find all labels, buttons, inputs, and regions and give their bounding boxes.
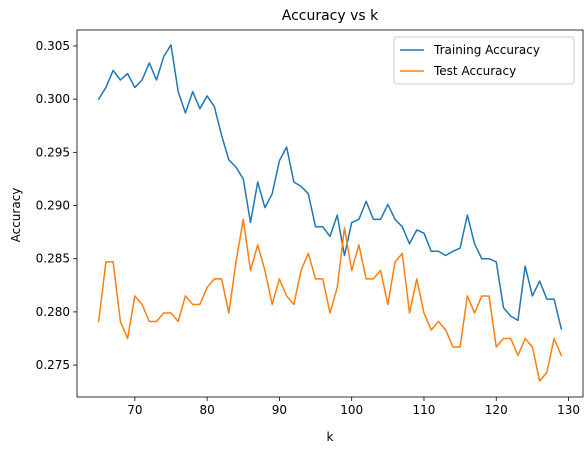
axes-frame — [76, 29, 584, 398]
legend-box — [393, 36, 575, 85]
axes-layer: 70 80 90 100 110 120 130 0.275 0.280 0.285 0.290 0.… — [36, 29, 584, 417]
y-tick-label: 0.290 — [36, 199, 70, 213]
y-tick-label: 0.300 — [36, 92, 70, 106]
series-line-training-accuracy — [97, 44, 563, 330]
y-tick-label: 0.275 — [36, 358, 70, 372]
x-tick-label: 90 — [272, 403, 287, 417]
y-tick-label: 0.305 — [36, 39, 70, 53]
x-tick-label: 110 — [413, 403, 436, 417]
legend-entry-label: Training Accuracy — [433, 43, 540, 57]
legend-entry-label: Test Accuracy — [433, 64, 516, 78]
series-line-test-accuracy — [97, 218, 563, 382]
y-axis-label: Accuracy — [9, 188, 23, 243]
x-tick-label: 120 — [485, 403, 508, 417]
x-axis-label: k — [327, 430, 334, 444]
plot-layer — [97, 44, 563, 382]
x-tick-label: 100 — [340, 403, 363, 417]
x-tick-label: 70 — [127, 403, 142, 417]
x-tick-label: 80 — [199, 403, 214, 417]
y-tick-label: 0.280 — [36, 305, 70, 319]
chart-title: Accuracy vs k — [282, 8, 379, 24]
x-tick-label: 130 — [557, 403, 580, 417]
legend: Training Accuracy Test Accuracy — [393, 36, 575, 85]
y-tick-label: 0.285 — [36, 252, 70, 266]
y-tick-label: 0.295 — [36, 145, 70, 159]
